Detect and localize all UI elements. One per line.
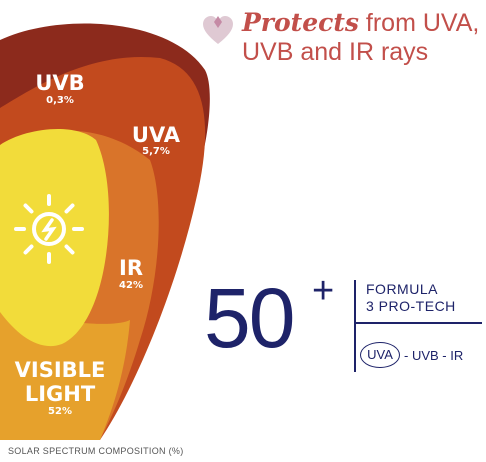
chart-caption: SOLAR SPECTRUM COMPOSITION (%) xyxy=(8,446,184,456)
spf-number: 50 xyxy=(204,271,295,365)
heart-icon xyxy=(203,16,233,44)
ray-rest-label: - UVB - IR xyxy=(404,347,464,363)
headline-line1-rest: from UVA, xyxy=(358,9,480,37)
visible-label-line1: VISIBLE xyxy=(14,358,106,382)
spf-plus: + xyxy=(312,270,335,312)
uva-circled-label: UVA xyxy=(360,342,400,368)
formula-line2: 3 PRO-TECH xyxy=(366,298,456,314)
visible-label-line2: LIGHT xyxy=(24,382,96,406)
sun-shape xyxy=(0,129,109,347)
uva-label: UVA xyxy=(131,123,181,147)
uvb-label: UVB xyxy=(35,71,85,95)
formula-line1: FORMULA xyxy=(366,281,438,297)
headline-line1: Protects from UVA, xyxy=(242,8,482,38)
headline-line2: UVB and IR rays xyxy=(242,38,429,66)
uva-percent: 5,7% xyxy=(142,146,170,157)
ray-list: UVA - UVB - IR xyxy=(360,342,463,368)
ir-percent: 42% xyxy=(119,280,143,291)
visible-percent: 52% xyxy=(48,406,72,417)
ir-label: IR xyxy=(119,256,143,280)
sun-icon xyxy=(14,194,84,264)
headline-emphasis: Protects xyxy=(242,8,359,37)
horizontal-divider xyxy=(354,322,482,324)
headline: Protects from UVA, UVB and IR rays xyxy=(242,8,482,67)
vertical-divider xyxy=(354,280,356,372)
uvb-percent: 0,3% xyxy=(46,95,74,106)
